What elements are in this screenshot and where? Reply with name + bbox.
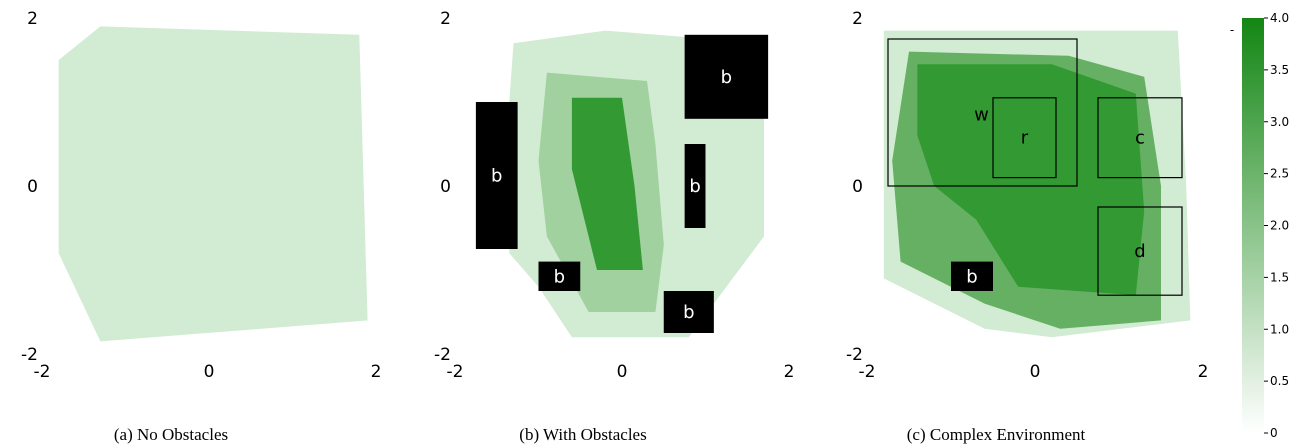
- x-tick-c-2: 0: [1030, 362, 1041, 382]
- y-tick-a-2: 0: [27, 177, 38, 197]
- obstacle-label-b-2: b: [721, 67, 732, 88]
- x-tick-c-3: 2: [1198, 362, 1209, 382]
- heat-level-b-3: [571, 97, 643, 270]
- obstacle-b-5: [663, 291, 714, 333]
- obstacle-b-2: [684, 34, 769, 119]
- region-r-label: r: [1021, 128, 1029, 149]
- obstacle-label-b-3: b: [689, 176, 700, 197]
- colorbar-gradient: [1242, 18, 1264, 433]
- colorbar-tick-9: 4.0: [1270, 11, 1289, 25]
- region-c-box: [1097, 97, 1183, 179]
- x-tick-c-1: -2: [859, 362, 876, 382]
- obstacle-b-4: [538, 261, 581, 291]
- y-tick-c-1: -2: [846, 345, 863, 365]
- colorbar-top-mark: -: [1230, 23, 1234, 37]
- caption-a: (a) No Obstacles: [114, 425, 228, 444]
- colorbar-tick-4: 1.5: [1270, 270, 1289, 284]
- region-r-box: [992, 97, 1057, 179]
- x-tick-b-3: 2: [784, 362, 795, 382]
- y-tick-c-2: 0: [852, 177, 863, 197]
- panel-c: (c) Complex Environment b w r c d -2 0 2 -2 0 2: [846, 9, 1208, 444]
- obstacle-label-b-4: b: [554, 266, 565, 287]
- panel-b: (b) With Obstacles b b b b b -2 0 2 -2 0 2: [434, 9, 794, 444]
- y-tick-c-3: 2: [852, 9, 863, 29]
- x-tick-b-2: 0: [617, 362, 628, 382]
- colorbar-tick-1: 0: [1270, 426, 1278, 440]
- colorbar-tick-7: 3.0: [1270, 115, 1289, 129]
- caption-b: (b) With Obstacles: [519, 425, 646, 444]
- colorbar-tick-6: 2.5: [1270, 167, 1289, 181]
- colorbar-tick-5: 2.0: [1270, 219, 1289, 233]
- region-d-label: d: [1134, 241, 1145, 262]
- region-d-box: [1097, 206, 1183, 296]
- obstacle-label-c-1: b: [966, 266, 977, 287]
- y-tick-b-2: 0: [440, 177, 451, 197]
- caption-c: (c) Complex Environment: [907, 425, 1086, 444]
- obstacle-label-b-5: b: [683, 302, 694, 323]
- x-tick-a-2: 0: [204, 362, 215, 382]
- colorbar: - 0 0.5 1.0 1.5 2.0 2.5 3.0 3.5 4.0: [1230, 11, 1289, 440]
- colorbar-tick-8: 3.5: [1270, 63, 1289, 77]
- x-tick-b-1: -2: [447, 362, 464, 382]
- y-tick-a-1: -2: [21, 345, 38, 365]
- obstacle-b-3: [684, 144, 706, 228]
- y-tick-a-3: 2: [27, 9, 38, 29]
- colorbar-tick-3: 1.0: [1270, 322, 1289, 336]
- x-tick-a-1: -2: [34, 362, 51, 382]
- panel-a: (a) No Obstacles -2 0 2 -2 0 2: [21, 9, 381, 444]
- region-w-box: [887, 38, 1078, 187]
- y-tick-b-3: 2: [440, 9, 451, 29]
- heat-level-a-2: [58, 26, 368, 342]
- region-c-label: c: [1135, 128, 1145, 149]
- obstacle-label-b-1: b: [491, 166, 502, 187]
- region-w-label: w: [974, 105, 989, 126]
- y-tick-b-1: -2: [434, 345, 451, 365]
- colorbar-tick-2: 0.5: [1270, 374, 1289, 388]
- x-tick-a-3: 2: [371, 362, 382, 382]
- heat-level-c-3: [917, 64, 1145, 296]
- obstacle-c-1: [951, 261, 993, 291]
- obstacle-b-1: [475, 102, 518, 249]
